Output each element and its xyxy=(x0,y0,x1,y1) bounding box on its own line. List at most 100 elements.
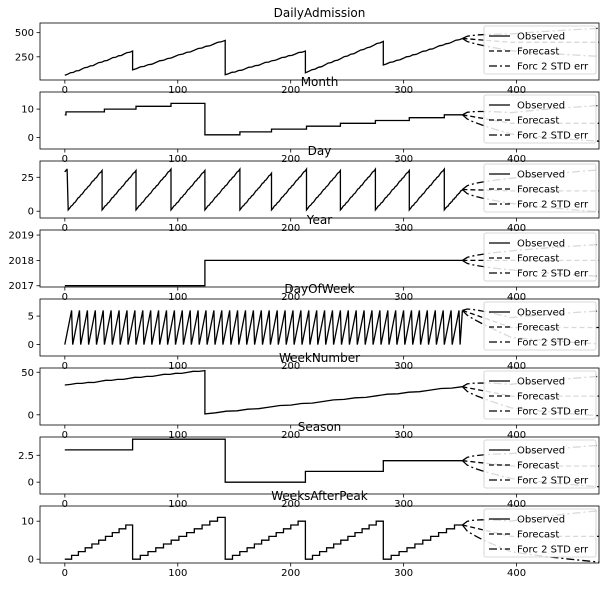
y-tick-label: 2017 xyxy=(9,281,34,292)
panel-title: DailyAdmission xyxy=(274,6,366,20)
plot-frame xyxy=(39,298,600,357)
x-tick-label: 300 xyxy=(394,292,413,303)
legend-forecast-label: Forecast xyxy=(517,47,559,58)
legend-std-err-label: Forc 2 STD err xyxy=(517,545,589,556)
legend-observed-label: Observed xyxy=(517,101,565,112)
panel-title: Season xyxy=(298,420,342,434)
x-tick-label: 0 xyxy=(62,430,68,441)
panel-title: WeekNumber xyxy=(279,351,360,365)
x-tick-label: 300 xyxy=(394,568,413,579)
plot-frame xyxy=(39,367,600,426)
x-tick-label: 200 xyxy=(281,430,300,441)
x-tick-label: 400 xyxy=(507,85,526,96)
legend: Observed Forecast Forc 2 STD err xyxy=(483,94,597,144)
y-tick-label: 500 xyxy=(15,28,34,39)
legend-box xyxy=(483,232,597,282)
y-tick-label: 250 xyxy=(15,52,34,63)
x-tick-label: 400 xyxy=(507,499,526,510)
legend: Observed Forecast Forc 2 STD err xyxy=(483,301,597,351)
legend-box xyxy=(483,439,597,489)
legend-observed-label: Observed xyxy=(517,239,565,250)
x-tick-label: 400 xyxy=(507,154,526,165)
legend-std-err-label: Forc 2 STD err xyxy=(517,269,589,280)
plot-frame xyxy=(39,436,600,495)
y-tick-label: 2019 xyxy=(9,231,34,242)
x-tick-label: 0 xyxy=(62,361,68,372)
x-tick-label: 0 xyxy=(62,292,68,303)
legend-forecast-label: Forecast xyxy=(517,461,559,472)
x-tick-label: 400 xyxy=(507,568,526,579)
x-tick-label: 200 xyxy=(281,223,300,234)
x-tick-label: 300 xyxy=(394,499,413,510)
legend: Observed Forecast Forc 2 STD err xyxy=(483,232,597,282)
plot-frame xyxy=(39,22,600,81)
observed-line xyxy=(64,310,464,345)
x-tick-label: 400 xyxy=(507,292,526,303)
x-tick-label: 400 xyxy=(507,223,526,234)
legend-box xyxy=(483,301,597,351)
x-tick-label: 100 xyxy=(168,292,187,303)
observed-line xyxy=(64,259,463,287)
x-tick-label: 300 xyxy=(394,154,413,165)
y-tick-label: 50 xyxy=(21,368,34,379)
legend-box xyxy=(483,94,597,144)
legend-box xyxy=(483,163,597,213)
legend-forecast-label: Forecast xyxy=(517,185,559,196)
panel-4: Year 2017 2018 2019 0 100 200 300 400 Observed For… xyxy=(9,213,600,303)
legend: Observed Forecast Forc 2 STD err xyxy=(483,25,597,75)
legend-box xyxy=(483,508,597,558)
observed-line xyxy=(64,37,463,76)
y-tick-label: 0 xyxy=(28,555,34,566)
legend: Observed Forecast Forc 2 STD err xyxy=(483,508,597,558)
y-tick-label: 2018 xyxy=(9,256,34,267)
y-tick-label: 0 xyxy=(28,133,34,144)
y-tick-label: 10 xyxy=(21,517,34,528)
x-tick-label: 200 xyxy=(281,568,300,579)
legend-std-err-label: Forc 2 STD err xyxy=(517,200,589,211)
x-tick-label: 100 xyxy=(168,85,187,96)
x-tick-label: 100 xyxy=(168,430,187,441)
legend-forecast-label: Forecast xyxy=(517,530,559,541)
x-tick-label: 100 xyxy=(168,223,187,234)
x-tick-label: 200 xyxy=(281,85,300,96)
x-tick-label: 400 xyxy=(507,430,526,441)
panel-title: Month xyxy=(301,75,339,89)
x-tick-label: 200 xyxy=(281,499,300,510)
y-tick-label: 0 xyxy=(28,207,34,218)
panel-title: Year xyxy=(306,213,332,227)
x-tick-label: 300 xyxy=(394,85,413,96)
x-tick-label: 200 xyxy=(281,292,300,303)
legend-observed-label: Observed xyxy=(517,446,565,457)
y-tick-label: 10 xyxy=(21,105,34,116)
legend-forecast-label: Forecast xyxy=(517,116,559,127)
legend-std-err-label: Forc 2 STD err xyxy=(517,131,589,142)
legend: Observed Forecast Forc 2 STD err xyxy=(483,163,597,213)
y-tick-label: 0 xyxy=(28,478,34,489)
observed-line xyxy=(64,438,463,483)
x-tick-label: 0 xyxy=(62,223,68,234)
panel-7: Season 0 2.5 0 100 200 300 400 Observed Forecast F… xyxy=(18,420,600,510)
legend-observed-label: Observed xyxy=(517,377,565,388)
legend: Observed Forecast Forc 2 STD err xyxy=(483,370,597,420)
observed-line xyxy=(64,516,463,560)
x-tick-label: 100 xyxy=(168,568,187,579)
y-tick-label: 2.5 xyxy=(18,451,34,462)
x-tick-label: 0 xyxy=(62,154,68,165)
panel-title: DayOfWeek xyxy=(284,282,354,296)
x-tick-label: 0 xyxy=(62,85,68,96)
x-tick-label: 100 xyxy=(168,499,187,510)
plot-frame xyxy=(39,160,600,219)
plot-frame xyxy=(39,229,600,288)
legend-forecast-label: Forecast xyxy=(517,392,559,403)
observed-line xyxy=(64,167,463,212)
panel-title: WeeksAfterPeak xyxy=(271,489,367,503)
y-tick-label: 5 xyxy=(28,312,34,323)
x-tick-label: 400 xyxy=(507,361,526,372)
panel-3: Day 0 25 0 100 200 300 400 Observed Forecast Forc … xyxy=(21,144,600,234)
legend-observed-label: Observed xyxy=(517,170,565,181)
x-tick-label: 300 xyxy=(394,361,413,372)
panel-1: DailyAdmission 250 500 0 100 200 300 400 Observe… xyxy=(15,6,600,96)
